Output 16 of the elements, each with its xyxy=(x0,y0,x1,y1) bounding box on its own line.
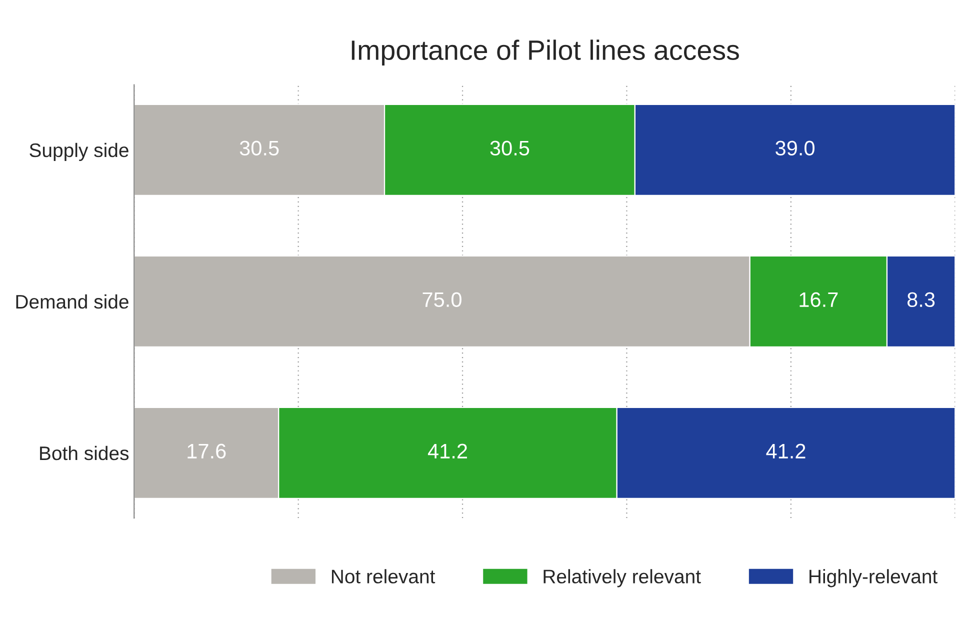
data-label: 41.2 xyxy=(766,444,806,458)
chart-title: Importance of Pilot lines access xyxy=(352,40,739,66)
data-label: 30.5 xyxy=(240,140,279,156)
data-label: 39.0 xyxy=(776,140,814,156)
y-tick-label: Supply side xyxy=(30,142,128,162)
legend-label: Relatively relevant xyxy=(544,569,701,588)
legend-label: Highly-relevant xyxy=(810,569,938,588)
data-label: 30.5 xyxy=(490,140,530,156)
data-label: 75.0 xyxy=(422,292,462,308)
y-tick-label: Demand side xyxy=(16,294,128,309)
data-label: 16.7 xyxy=(800,292,838,308)
legend-label: Not relevant xyxy=(332,569,436,584)
y-tick-label: Both sides xyxy=(40,446,129,460)
data-label: 8.3 xyxy=(907,292,935,308)
data-label: 41.2 xyxy=(428,444,467,458)
data-label: 17.6 xyxy=(188,444,226,459)
